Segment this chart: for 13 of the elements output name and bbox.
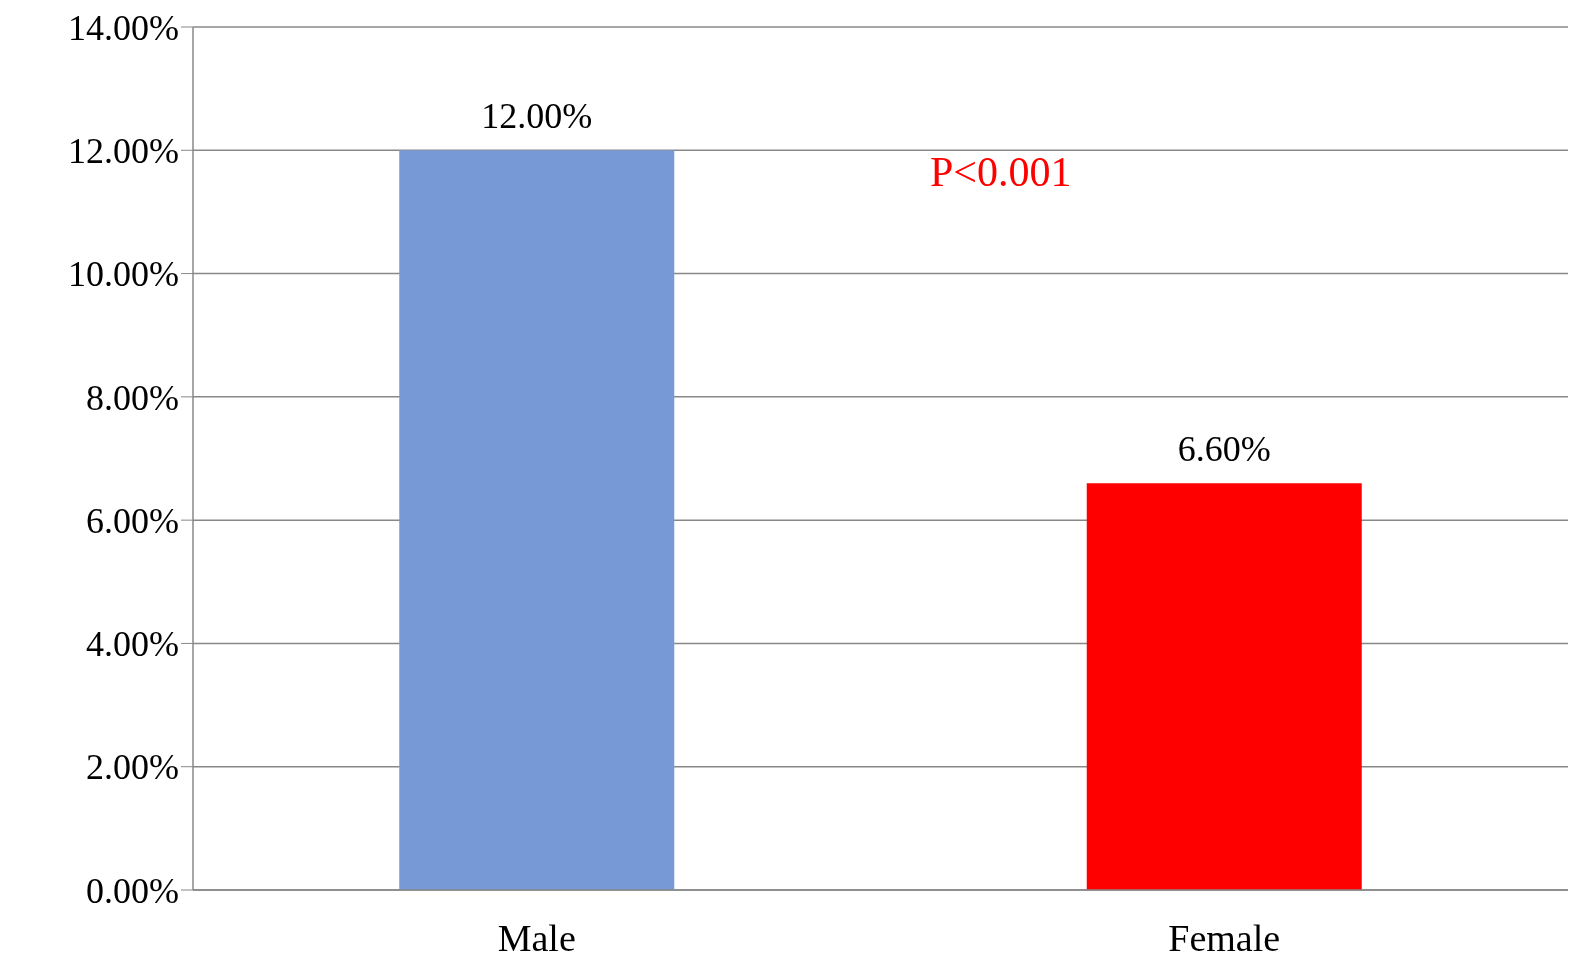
x-tick-label: Male [497,916,576,959]
y-tick-label: 6.00% [86,500,179,541]
y-tick-label: 4.00% [86,624,179,665]
y-tick-label: 10.00% [68,254,179,295]
y-tick-label: 8.00% [86,377,179,418]
data-label: 6.60% [1177,429,1271,470]
data-label: 12.00% [481,96,593,137]
y-tick-label: 0.00% [86,870,179,911]
y-tick-label: 2.00% [86,747,179,788]
y-tick-label: 14.00% [68,7,179,48]
x-tick-label: Female [1168,916,1281,959]
annotation: P<0.001 [930,148,1072,196]
y-tick-label: 12.00% [68,131,179,172]
